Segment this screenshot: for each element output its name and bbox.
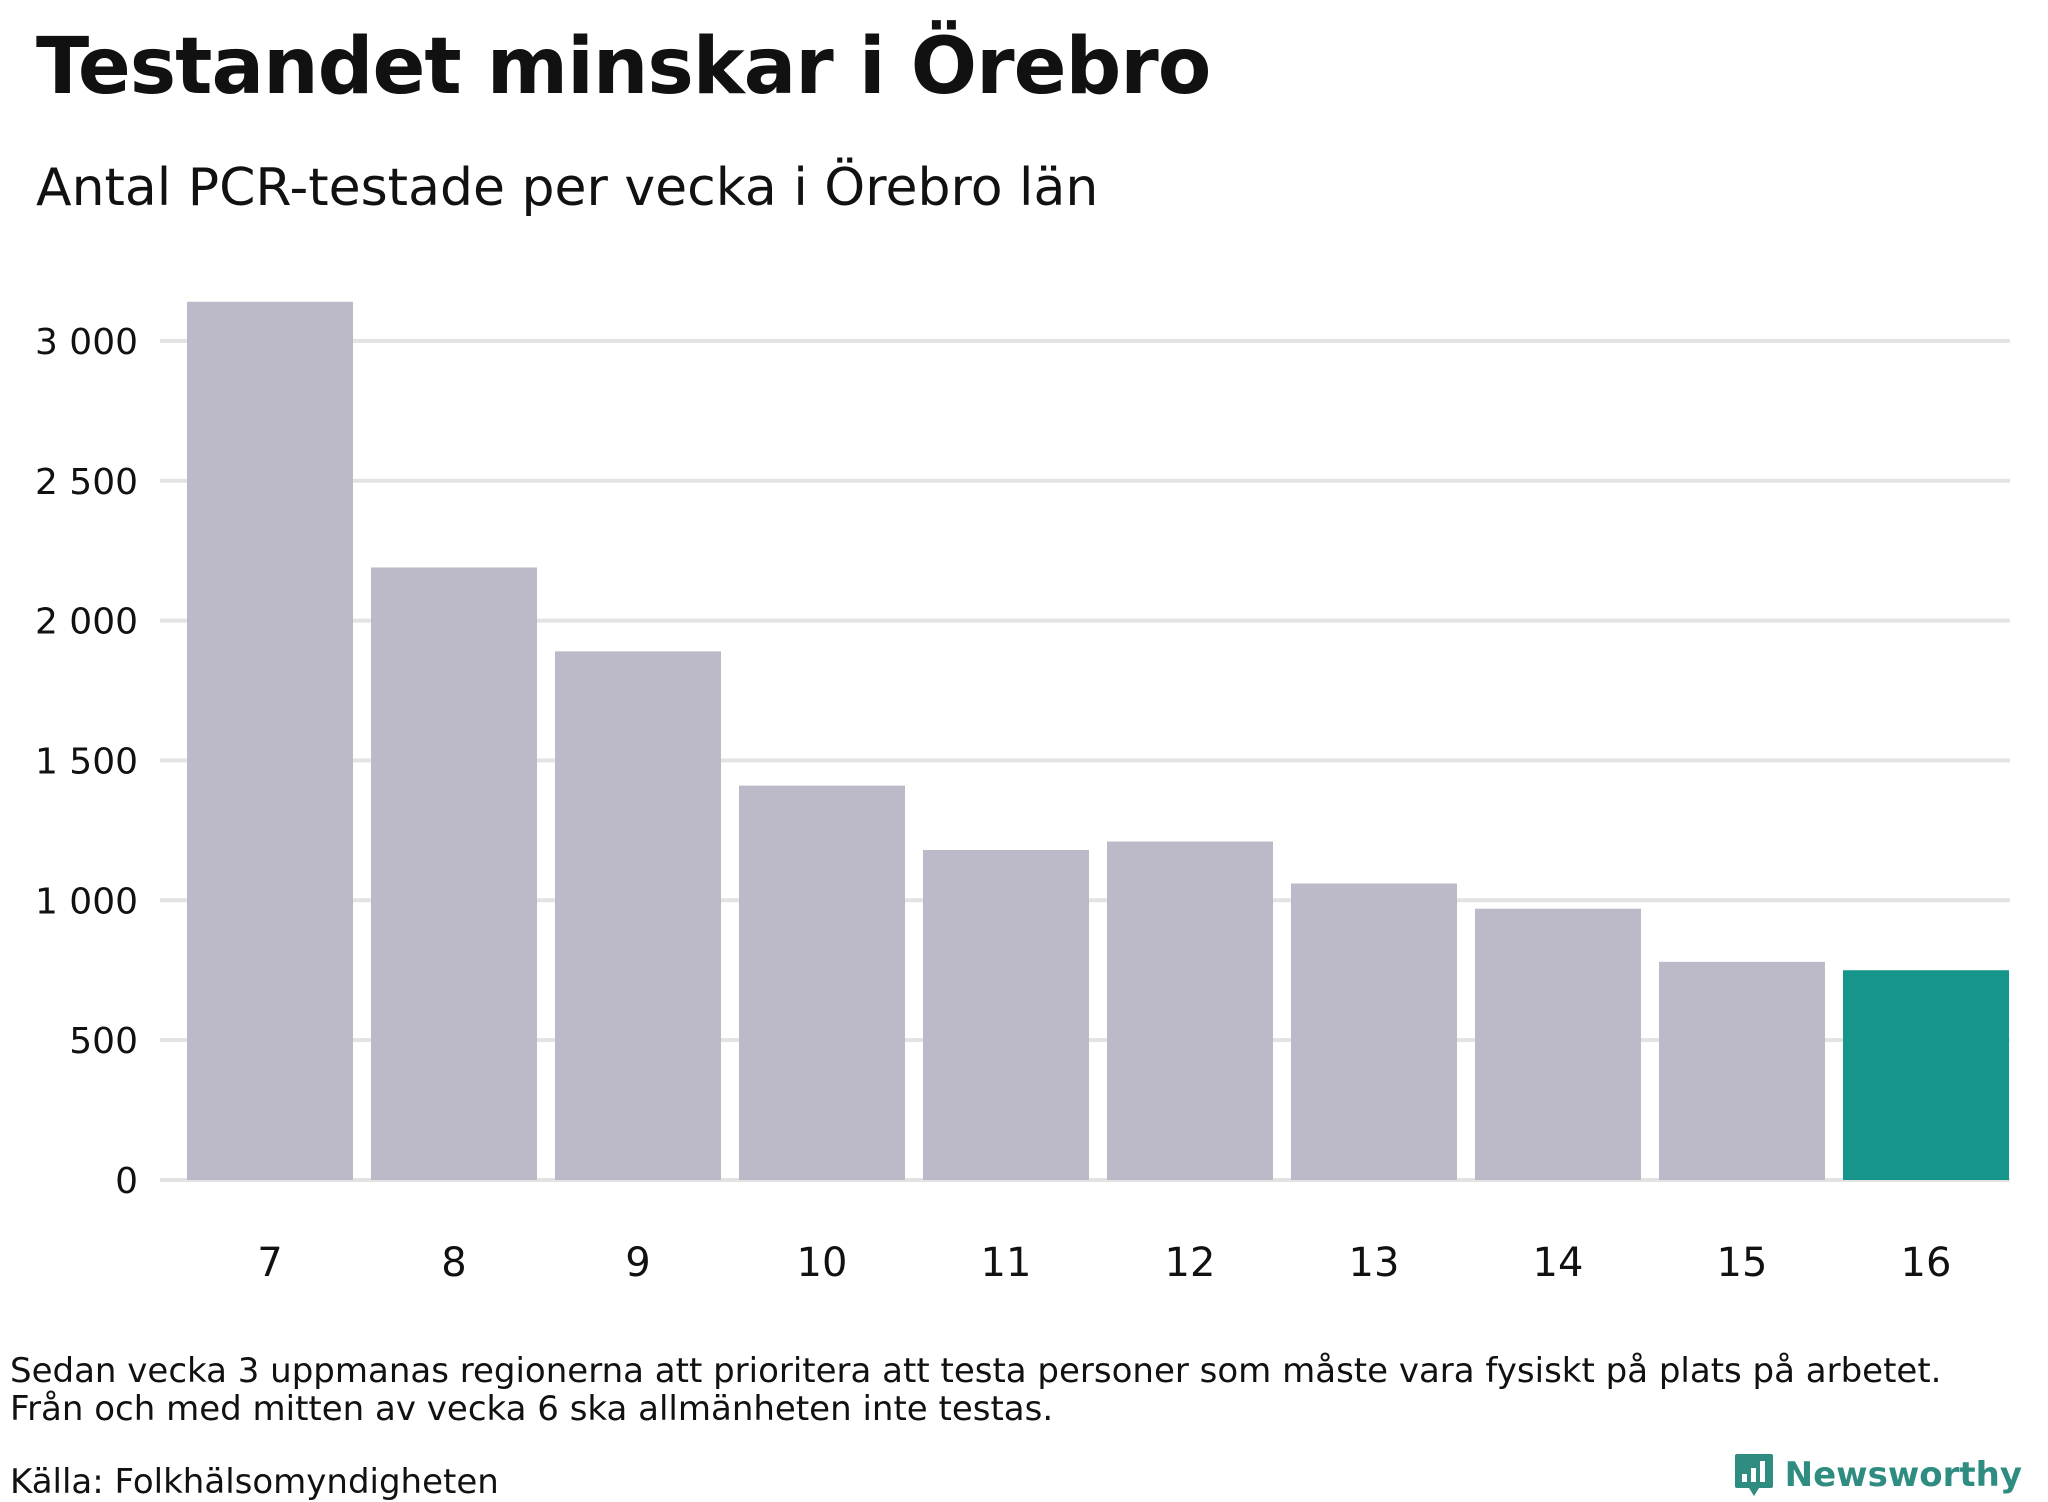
x-tick-label: 10 [797, 1240, 848, 1286]
x-tick-label: 15 [1717, 1240, 1768, 1286]
y-tick-label: 1 500 [35, 741, 138, 782]
newsworthy-logo-icon [1734, 1454, 1773, 1496]
x-tick-label: 9 [625, 1240, 650, 1286]
bar-week-15 [1659, 961, 1825, 1180]
x-tick-label: 16 [1901, 1240, 1952, 1286]
y-tick-label: 3 000 [35, 322, 138, 363]
y-tick-label: 2 500 [35, 462, 138, 503]
source-label: Källa: Folkhälsomyndigheten [10, 1462, 499, 1502]
bar-week-10 [739, 785, 905, 1180]
chart-title: Testandet minskar i Örebro [36, 22, 1211, 112]
bar-week-11 [923, 849, 1089, 1180]
bar-week-13 [1291, 883, 1457, 1180]
bar-week-14 [1475, 908, 1641, 1180]
brand-logo: Newsworthy [1733, 1452, 2022, 1498]
x-tick-label: 13 [1349, 1240, 1400, 1286]
y-tick-label: 2 000 [35, 602, 138, 643]
x-axis-tick-labels: 7 8 9 10 11 12 13 14 15 16 [257, 1240, 1951, 1286]
x-tick-label: 12 [1165, 1240, 1216, 1286]
brand-name: Newsworthy [1784, 1455, 2022, 1495]
bar-chart: 0 500 1 000 1 500 2 000 2 500 3 000 7 8 9 10 11 12 1… [35, 301, 2010, 1286]
bar-week-12 [1107, 841, 1273, 1180]
y-tick-label: 0 [115, 1161, 138, 1202]
footnote: Sedan vecka 3 uppmanas regionerna att pr… [10, 1352, 1941, 1428]
bars [187, 301, 2009, 1180]
x-tick-label: 11 [981, 1240, 1032, 1286]
chart-subtitle: Antal PCR-testade per vecka i Örebro län [36, 158, 1099, 218]
bar-week-8 [371, 567, 537, 1180]
bar-week-7 [187, 301, 353, 1180]
y-tick-label: 1 000 [35, 881, 138, 922]
x-tick-label: 8 [441, 1240, 466, 1286]
y-tick-label: 500 [69, 1021, 138, 1062]
bar-week-9 [555, 651, 721, 1180]
bar-week-16 [1843, 970, 2009, 1180]
footnote-line-1: Sedan vecka 3 uppmanas regionerna att pr… [10, 1351, 1942, 1391]
x-tick-label: 14 [1533, 1240, 1584, 1286]
x-tick-label: 7 [257, 1240, 282, 1286]
y-axis-tick-labels: 0 500 1 000 1 500 2 000 2 500 3 000 [35, 322, 138, 1202]
footnote-line-2: Från och med mitten av vecka 6 ska allmä… [10, 1389, 1054, 1429]
